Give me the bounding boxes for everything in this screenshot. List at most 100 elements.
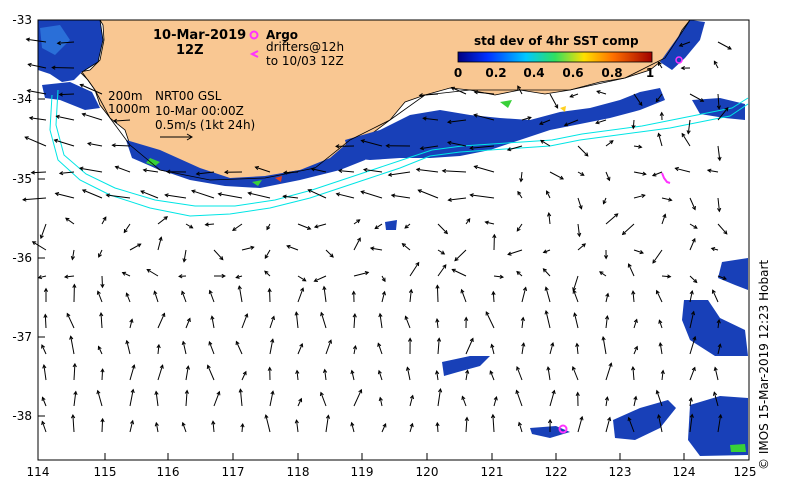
current-vector-head bbox=[22, 197, 27, 202]
current-vector-head bbox=[313, 224, 319, 229]
current-vector bbox=[549, 93, 559, 109]
lat-tick-label: -37 bbox=[12, 330, 32, 344]
drifter-legend-label: drifters@12h bbox=[266, 40, 345, 54]
current-vector bbox=[470, 145, 495, 149]
current-vector-head bbox=[79, 83, 84, 88]
current-vector bbox=[485, 221, 495, 225]
current-vector bbox=[633, 346, 638, 355]
current-vector-head bbox=[217, 192, 222, 197]
lon-tick-label: 121 bbox=[480, 465, 504, 479]
current-vector bbox=[549, 171, 564, 180]
current-vector bbox=[521, 343, 525, 355]
lat-tick-label: -36 bbox=[12, 251, 32, 265]
current-vector-head bbox=[322, 285, 327, 291]
current-vector bbox=[404, 223, 411, 229]
current-vector-head bbox=[267, 366, 272, 371]
current-vector bbox=[338, 170, 355, 173]
current-vector-head bbox=[657, 413, 662, 419]
current-vector-head bbox=[37, 275, 43, 280]
current-vector bbox=[56, 115, 75, 121]
current-vector-head bbox=[219, 256, 224, 261]
current-vector bbox=[157, 216, 168, 225]
current-vector-head bbox=[378, 312, 383, 318]
current-vector bbox=[66, 313, 75, 329]
current-vector bbox=[633, 194, 645, 199]
current-vector-head bbox=[522, 286, 528, 292]
current-vector-head bbox=[100, 283, 105, 289]
current-vector-head bbox=[520, 316, 525, 321]
current-vector-head bbox=[544, 286, 549, 291]
current-vector-head bbox=[699, 98, 705, 102]
current-vector-head bbox=[405, 366, 411, 371]
current-vector bbox=[296, 420, 299, 433]
current-vector bbox=[707, 169, 719, 173]
current-vectors bbox=[22, 37, 732, 433]
current-vector-head bbox=[307, 189, 312, 193]
current-vector-head bbox=[639, 250, 644, 255]
current-vector bbox=[297, 398, 302, 407]
current-vector-head bbox=[655, 289, 660, 295]
current-vector-head bbox=[161, 312, 166, 317]
current-vector bbox=[79, 167, 103, 173]
current-vector-head bbox=[446, 140, 452, 145]
current-vector bbox=[351, 422, 355, 433]
current-vector-head bbox=[401, 243, 406, 248]
current-vector-head bbox=[81, 189, 87, 194]
current-vector bbox=[70, 336, 75, 355]
current-vector-head bbox=[184, 389, 189, 394]
current-vector-head bbox=[717, 343, 722, 348]
current-vector-head bbox=[195, 171, 200, 176]
current-vector bbox=[126, 340, 131, 355]
current-vector-head bbox=[247, 191, 252, 196]
current-vector-head bbox=[156, 343, 161, 349]
current-vector-head bbox=[235, 274, 240, 279]
current-vector-head bbox=[418, 93, 424, 98]
current-vector bbox=[185, 390, 188, 407]
current-vector-head bbox=[58, 171, 64, 176]
current-vector-head bbox=[716, 207, 722, 213]
current-vector-head bbox=[527, 116, 532, 121]
colorbar-tick: 1 bbox=[645, 66, 655, 80]
current-vector bbox=[658, 133, 663, 147]
current-vector bbox=[43, 365, 47, 381]
current-vector-head bbox=[469, 193, 474, 198]
current-vector bbox=[205, 223, 215, 226]
current-vector bbox=[418, 189, 439, 199]
current-vector-head bbox=[264, 414, 269, 419]
current-vector-head bbox=[490, 343, 495, 349]
current-vector-head bbox=[516, 270, 521, 276]
current-vector bbox=[123, 223, 131, 233]
current-vector bbox=[157, 344, 160, 355]
current-vector bbox=[59, 171, 75, 174]
current-vector-head bbox=[659, 111, 664, 117]
current-vector-head bbox=[53, 138, 59, 143]
current-vector bbox=[65, 217, 75, 225]
scale-arrow bbox=[160, 133, 193, 141]
current-vector bbox=[605, 140, 614, 147]
current-vector bbox=[126, 293, 131, 303]
current-vector bbox=[596, 90, 607, 95]
current-vector bbox=[405, 316, 411, 329]
current-vector-head bbox=[435, 284, 440, 289]
current-vector-head bbox=[96, 389, 101, 395]
current-vector bbox=[717, 197, 720, 212]
current-vector bbox=[370, 247, 383, 251]
current-vector-head bbox=[614, 213, 619, 218]
current-vector bbox=[474, 91, 495, 95]
current-vector-head bbox=[642, 171, 647, 176]
current-vector-head bbox=[638, 144, 643, 149]
current-vector-head bbox=[211, 420, 216, 425]
current-vector bbox=[325, 415, 329, 433]
current-vector-head bbox=[310, 167, 316, 172]
current-vector bbox=[157, 237, 162, 251]
current-vector-head bbox=[130, 419, 135, 425]
current-vector-head bbox=[711, 289, 716, 294]
current-vector bbox=[73, 363, 76, 381]
current-vector bbox=[717, 145, 721, 161]
current-vector-head bbox=[621, 230, 627, 236]
current-vector-head bbox=[390, 193, 396, 198]
current-vector bbox=[213, 391, 220, 407]
current-vector bbox=[465, 338, 474, 355]
current-vector-head bbox=[350, 421, 355, 427]
current-vector bbox=[64, 275, 75, 278]
